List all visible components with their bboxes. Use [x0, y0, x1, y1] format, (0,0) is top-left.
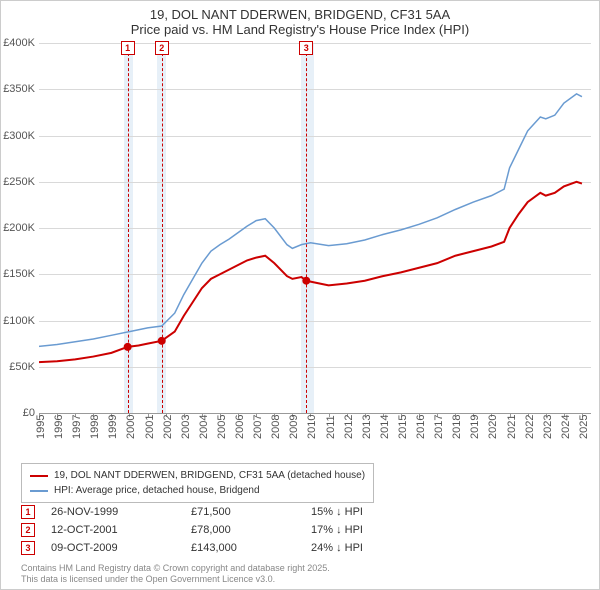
title-line-2: Price paid vs. HM Land Registry's House …: [1, 22, 599, 37]
marker-price: £78,000: [191, 524, 311, 536]
x-tick-label: 2009: [288, 415, 300, 439]
legend-item: 19, DOL NANT DDERWEN, BRIDGEND, CF31 5AA…: [30, 468, 365, 483]
marker-price: £143,000: [191, 542, 311, 554]
y-tick-label: £300K: [3, 130, 35, 142]
footer-line-1: Contains HM Land Registry data © Crown c…: [21, 563, 330, 574]
marker-price: £71,500: [191, 506, 311, 518]
x-tick-label: 2002: [162, 415, 174, 439]
x-tick-label: 2003: [180, 415, 192, 439]
x-tick-label: 2014: [379, 415, 391, 439]
x-tick-label: 2004: [198, 415, 210, 439]
x-tick-label: 2015: [397, 415, 409, 439]
marker-date: 09-OCT-2009: [51, 542, 191, 554]
x-axis-line: [39, 413, 591, 414]
title-line-1: 19, DOL NANT DDERWEN, BRIDGEND, CF31 5AA: [1, 7, 599, 22]
y-tick-label: £200K: [3, 222, 35, 234]
series-line: [39, 94, 582, 347]
series-svg: [39, 43, 591, 413]
plot-area: £0£50K£100K£150K£200K£250K£300K£350K£400…: [39, 43, 591, 413]
marker-chip: 1: [21, 505, 35, 519]
x-tick-label: 2007: [252, 415, 264, 439]
legend-label: 19, DOL NANT DDERWEN, BRIDGEND, CF31 5AA…: [54, 468, 365, 483]
marker-date: 26-NOV-1999: [51, 506, 191, 518]
x-tick-label: 2016: [415, 415, 427, 439]
marker-date: 12-OCT-2001: [51, 524, 191, 536]
x-tick-label: 2013: [361, 415, 373, 439]
marker-row: 1 26-NOV-1999 £71,500 15% ↓ HPI: [21, 503, 431, 521]
x-tick-label: 2024: [560, 415, 572, 439]
x-tick-label: 2020: [487, 415, 499, 439]
y-tick-label: £250K: [3, 176, 35, 188]
x-tick-label: 2019: [469, 415, 481, 439]
x-tick-label: 2025: [578, 415, 590, 439]
x-tick-label: 2000: [125, 415, 137, 439]
marker-delta: 24% ↓ HPI: [311, 542, 431, 554]
series-line: [39, 182, 582, 362]
y-tick-label: £0: [23, 407, 35, 419]
legend: 19, DOL NANT DDERWEN, BRIDGEND, CF31 5AA…: [21, 463, 374, 503]
y-tick-label: £400K: [3, 37, 35, 49]
x-tick-label: 2017: [433, 415, 445, 439]
x-tick-label: 2005: [216, 415, 228, 439]
y-tick-label: £150K: [3, 268, 35, 280]
y-tick-label: £50K: [9, 361, 35, 373]
legend-item: HPI: Average price, detached house, Brid…: [30, 483, 365, 498]
x-tick-label: 2001: [144, 415, 156, 439]
x-tick-label: 1995: [35, 415, 47, 439]
x-tick-label: 2018: [451, 415, 463, 439]
x-tick-label: 2023: [542, 415, 554, 439]
legend-label: HPI: Average price, detached house, Brid…: [54, 483, 260, 498]
data-point: [158, 337, 166, 345]
title-block: 19, DOL NANT DDERWEN, BRIDGEND, CF31 5AA…: [1, 1, 599, 37]
chart-container: 19, DOL NANT DDERWEN, BRIDGEND, CF31 5AA…: [0, 0, 600, 590]
marker-row: 2 12-OCT-2001 £78,000 17% ↓ HPI: [21, 521, 431, 539]
x-tick-label: 2011: [325, 415, 337, 439]
x-tick-label: 2010: [306, 415, 318, 439]
data-point: [302, 277, 310, 285]
x-tick-label: 2006: [234, 415, 246, 439]
y-tick-label: £100K: [3, 315, 35, 327]
marker-delta: 15% ↓ HPI: [311, 506, 431, 518]
x-tick-label: 2022: [524, 415, 536, 439]
data-point: [124, 343, 132, 351]
marker-delta: 17% ↓ HPI: [311, 524, 431, 536]
y-tick-label: £350K: [3, 83, 35, 95]
x-tick-label: 1999: [107, 415, 119, 439]
x-tick-label: 1997: [71, 415, 83, 439]
x-tick-label: 2012: [343, 415, 355, 439]
legend-swatch: [30, 490, 48, 492]
footer: Contains HM Land Registry data © Crown c…: [21, 563, 330, 585]
marker-chip: 3: [21, 541, 35, 555]
x-tick-label: 1996: [53, 415, 65, 439]
footer-line-2: This data is licensed under the Open Gov…: [21, 574, 330, 585]
legend-swatch: [30, 475, 48, 477]
marker-row: 3 09-OCT-2009 £143,000 24% ↓ HPI: [21, 539, 431, 557]
marker-table: 1 26-NOV-1999 £71,500 15% ↓ HPI 2 12-OCT…: [21, 503, 431, 557]
x-tick-label: 2008: [270, 415, 282, 439]
marker-chip: 2: [21, 523, 35, 537]
x-tick-label: 2021: [506, 415, 518, 439]
x-tick-label: 1998: [89, 415, 101, 439]
